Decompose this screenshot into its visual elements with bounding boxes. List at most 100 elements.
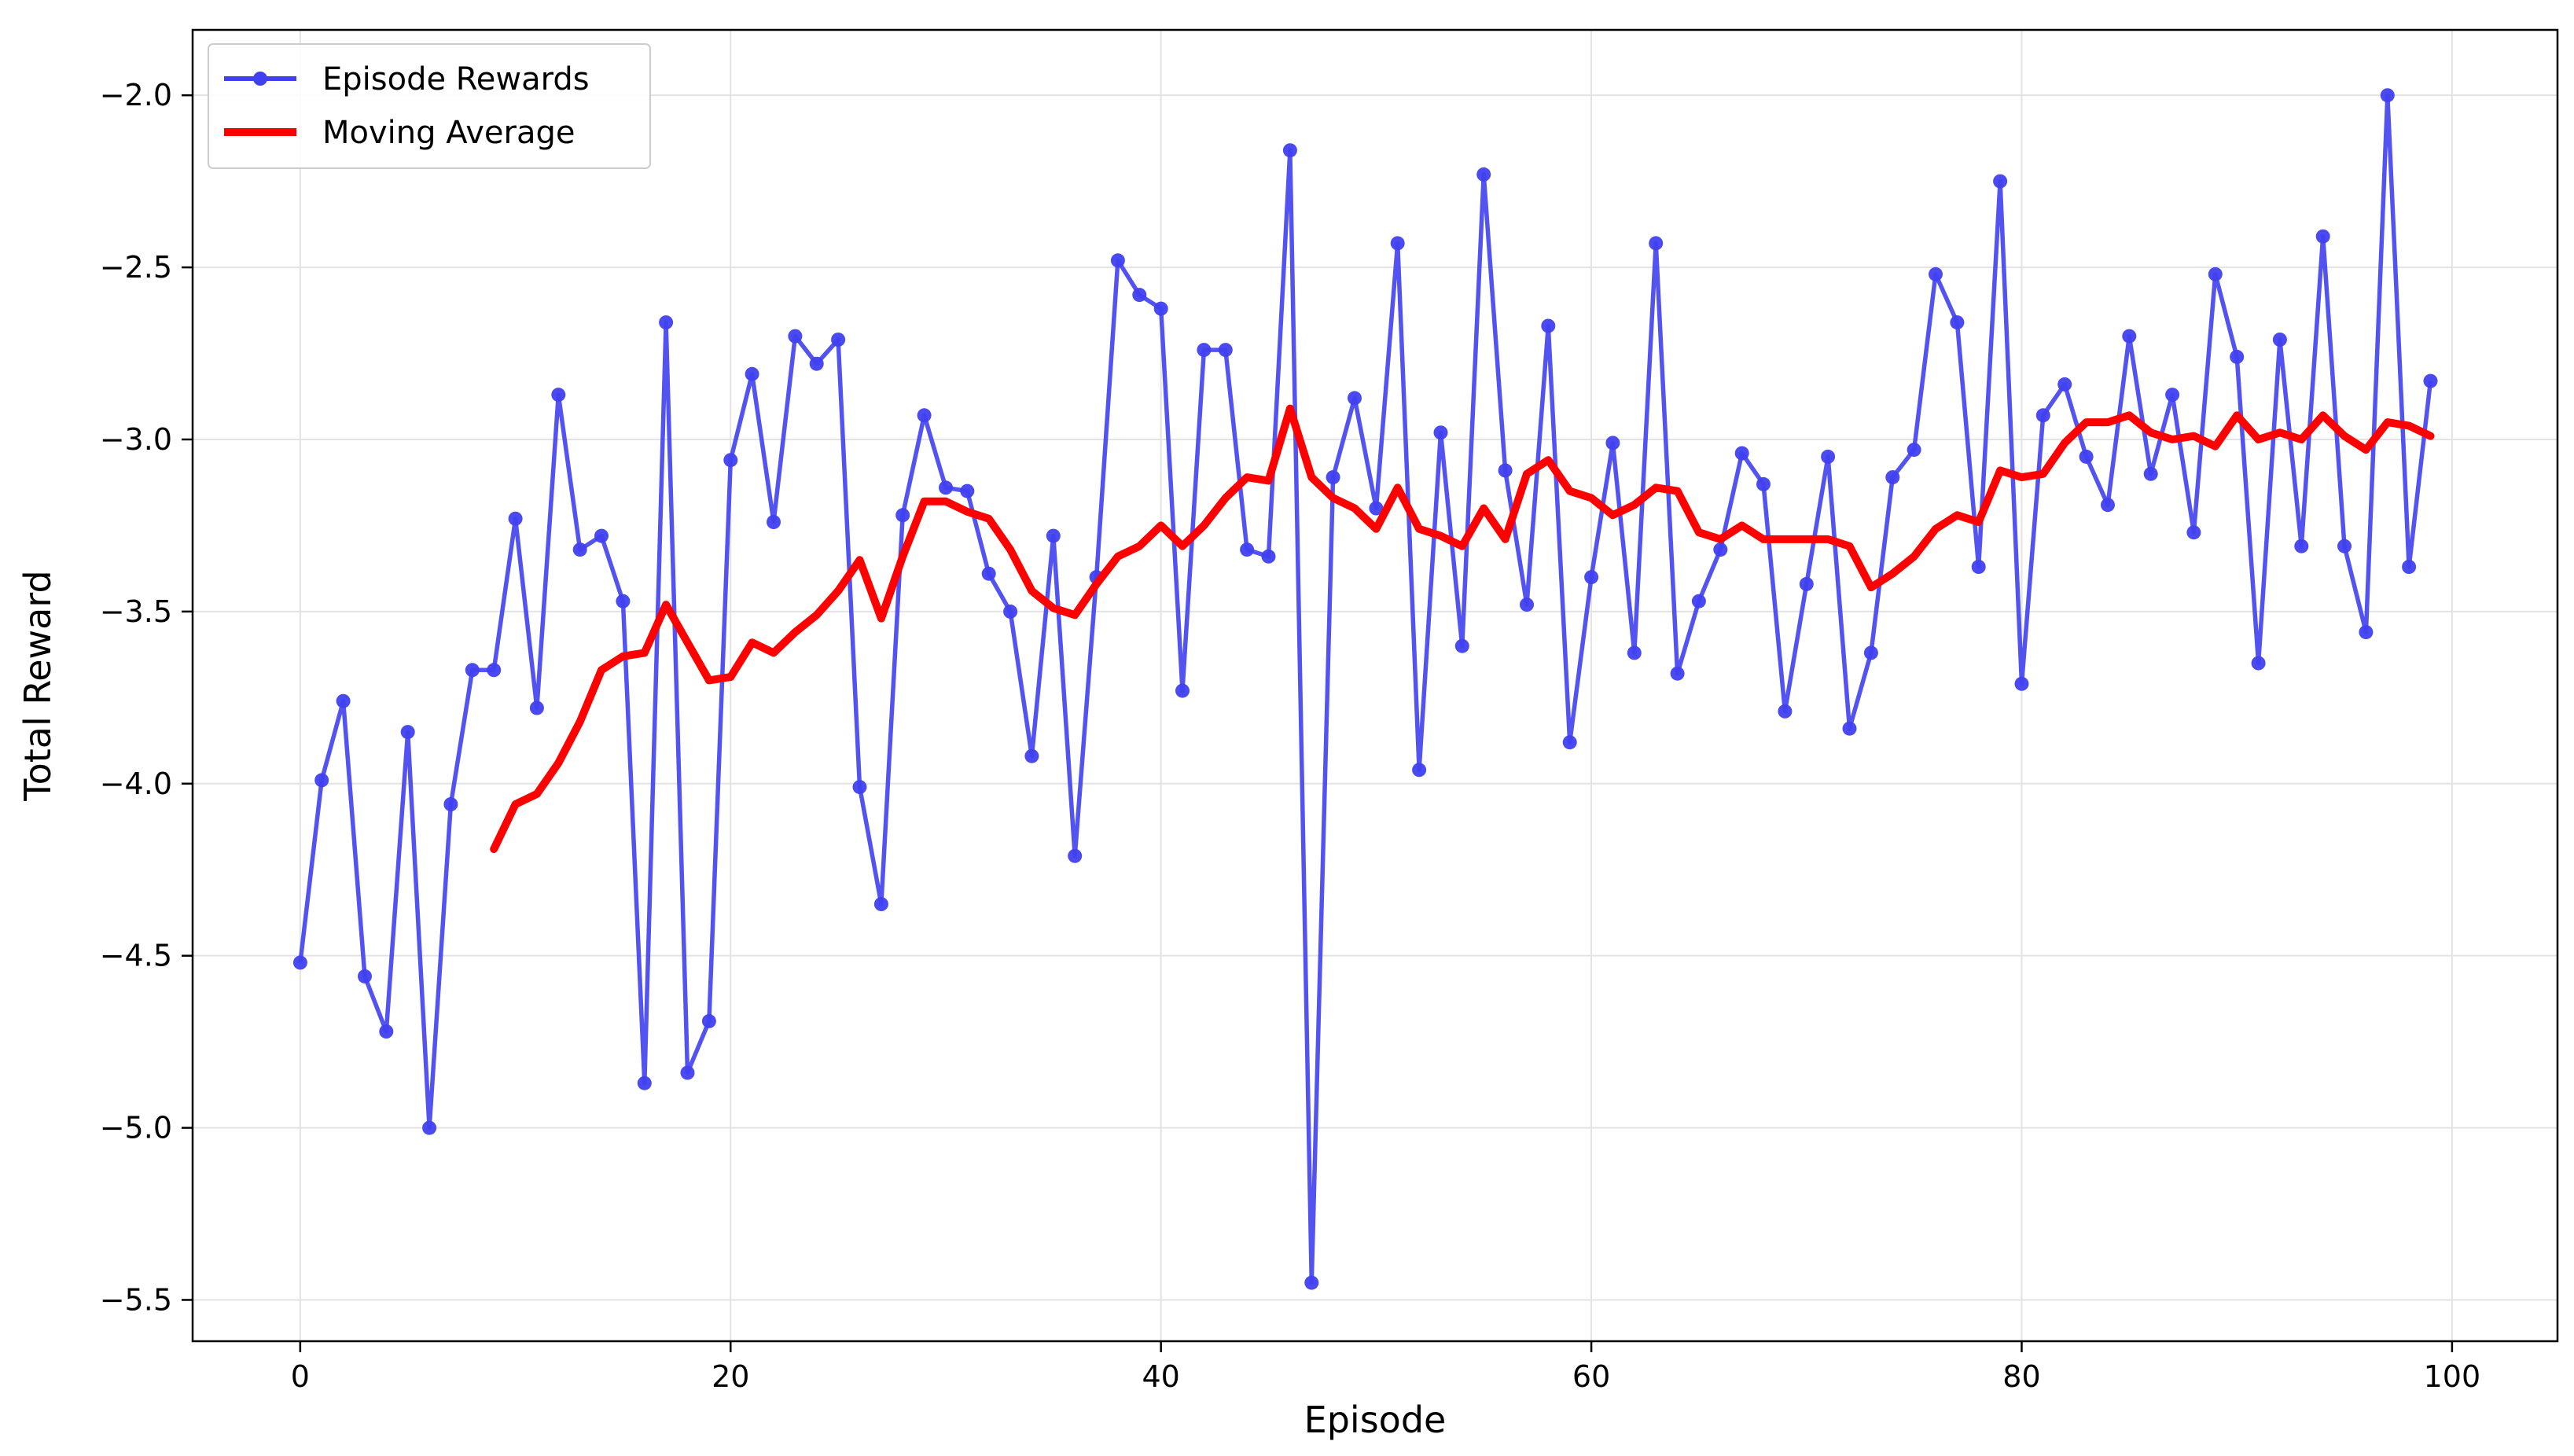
moving-average-line	[490, 404, 2435, 853]
episode-rewards-point	[1821, 449, 1836, 464]
x-axis: 0 20 40 60 80 100	[291, 1341, 2480, 1394]
episode-rewards-point	[1842, 721, 1857, 736]
episode-rewards-point	[2380, 88, 2395, 103]
legend-label-episode-rewards: Episode Rewards	[322, 61, 590, 97]
episode-rewards-point	[487, 663, 502, 678]
episode-rewards-point	[2165, 388, 2180, 403]
episode-rewards-point	[809, 356, 824, 371]
episode-rewards-point	[379, 1024, 394, 1039]
y-tick-label: −4.5	[100, 939, 172, 973]
episode-rewards-point	[1132, 288, 1147, 303]
episode-rewards-point	[1950, 315, 1965, 330]
episode-rewards-point	[745, 366, 759, 381]
episode-rewards-point	[1993, 174, 2008, 189]
y-tick-label: −3.5	[100, 594, 172, 629]
episode-rewards-point	[1282, 143, 1297, 158]
episode-rewards-point	[788, 329, 803, 344]
episode-rewards-point	[680, 1065, 695, 1080]
x-tick-label: 60	[1572, 1359, 1610, 1394]
episode-rewards-point	[1390, 236, 1405, 251]
episode-rewards-point	[1197, 343, 1212, 358]
episode-rewards-point	[2208, 267, 2223, 281]
y-tick-label: −3.0	[100, 422, 172, 457]
episode-rewards-point	[1153, 301, 1168, 316]
episode-rewards-point	[1261, 549, 1276, 564]
x-tick-label: 80	[2002, 1359, 2040, 1394]
episode-rewards-line	[298, 93, 2433, 1285]
episode-rewards-point	[1498, 463, 1513, 478]
episode-rewards-point	[508, 511, 523, 526]
episode-rewards-point	[336, 693, 351, 708]
episode-rewards-point	[1627, 645, 1642, 660]
legend: Episode Rewards Moving Average	[208, 43, 651, 169]
episode-rewards-point	[1734, 446, 1749, 461]
episode-rewards-point	[1691, 594, 1706, 609]
episode-rewards-point	[2294, 539, 2309, 553]
grid	[193, 30, 2557, 1341]
episode-rewards-point	[400, 725, 415, 740]
episode-rewards-point	[616, 594, 631, 609]
episode-rewards-point	[1541, 318, 1556, 333]
y-tick-label: −2.0	[100, 78, 172, 112]
y-tick-label: −2.5	[100, 250, 172, 285]
episode-rewards-point	[1584, 570, 1599, 585]
x-axis-title: Episode	[1304, 1399, 1447, 1441]
episode-rewards-point	[1713, 542, 1728, 557]
episode-rewards-point	[895, 508, 910, 523]
episode-rewards-point	[1971, 560, 1986, 574]
episode-rewards-point	[1326, 470, 1340, 485]
episode-rewards-point	[960, 483, 975, 498]
x-tick-label: 40	[1142, 1359, 1179, 1394]
legend-box	[208, 43, 651, 169]
episode-rewards-point	[2230, 349, 2245, 364]
episode-rewards-point	[2272, 333, 2287, 347]
episode-rewards-point	[2143, 466, 2158, 481]
episode-rewards-point	[2035, 408, 2050, 423]
episode-rewards-point	[852, 780, 867, 795]
episode-rewards-point	[1562, 735, 1577, 750]
legend-label-moving-average: Moving Average	[322, 115, 575, 151]
episode-rewards-point	[551, 388, 566, 403]
episode-rewards-point	[314, 773, 329, 788]
y-tick-label: −5.0	[100, 1111, 172, 1145]
plot-area	[292, 88, 2438, 1290]
episode-rewards-point	[1068, 848, 1083, 863]
episode-rewards-point	[1476, 167, 1491, 182]
y-tick-label: −5.5	[100, 1282, 172, 1317]
episode-rewards-point	[465, 663, 480, 678]
episode-rewards-point	[1218, 343, 1233, 358]
episode-rewards-point	[1412, 763, 1427, 778]
episode-rewards-point	[1240, 542, 1255, 557]
episode-rewards-point	[2251, 656, 2266, 671]
episode-rewards-point	[358, 969, 372, 984]
episode-rewards-point	[1433, 425, 1448, 440]
episode-rewards-point	[1454, 638, 1469, 653]
episode-rewards-point	[917, 408, 932, 423]
episode-rewards-point	[1175, 683, 1190, 698]
episode-rewards-point	[1670, 666, 1685, 681]
episode-rewards-point	[873, 897, 888, 911]
episode-rewards-point	[1649, 236, 1664, 251]
y-axis-title: Total Reward	[17, 570, 59, 801]
episode-rewards-point	[1369, 501, 1384, 516]
episode-rewards-point	[701, 1013, 716, 1028]
episode-rewards-point	[2101, 498, 2115, 513]
episode-rewards-point	[2423, 373, 2438, 388]
episode-rewards-point	[2122, 329, 2137, 344]
episode-rewards-point	[2014, 676, 2029, 691]
episode-rewards-point	[1348, 391, 1362, 406]
episode-rewards-point	[572, 542, 587, 557]
episode-rewards-point	[831, 333, 846, 347]
episode-rewards-point	[767, 515, 781, 529]
episode-rewards-point	[2359, 625, 2374, 640]
x-tick-label: 0	[291, 1359, 310, 1394]
axes-frame	[191, 28, 2559, 1343]
episode-rewards-point	[939, 480, 953, 495]
episode-rewards-point	[723, 453, 738, 468]
episode-rewards-point	[659, 315, 674, 330]
episode-rewards-point	[1520, 597, 1534, 612]
y-axis: −2.0 −2.5 −3.0 −3.5 −4.0 −4.5 −5.0 −5.5	[100, 78, 193, 1317]
episode-rewards-point	[1003, 604, 1018, 619]
episode-rewards-point	[1605, 436, 1620, 450]
